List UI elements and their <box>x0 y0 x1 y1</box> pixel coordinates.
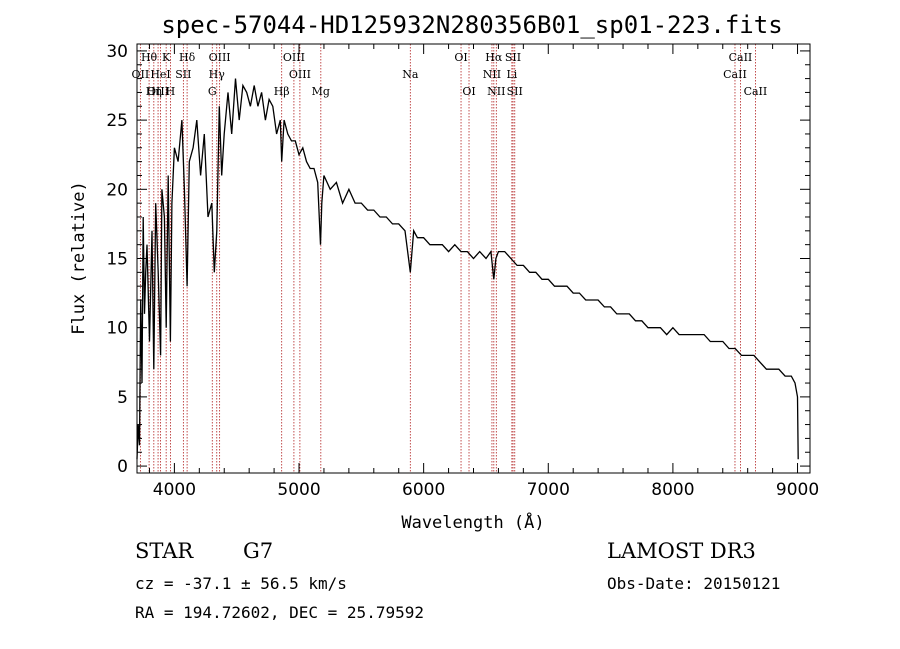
obs-date: Obs-Date: 20150121 <box>607 574 781 593</box>
x-tick-label: 4000 <box>153 480 196 500</box>
line-label: Na <box>402 68 419 81</box>
redshift-text: cz = -37.1 ± 56.5 km/s <box>135 574 347 593</box>
y-tick-label: 15 <box>106 250 128 270</box>
line-label: OIII <box>209 51 231 64</box>
line-label: CaII <box>729 51 753 64</box>
line-label: Mg <box>312 85 330 98</box>
y-tick-label: 30 <box>106 42 128 62</box>
x-axis-label: Wavelength (Å) <box>401 511 544 533</box>
y-tick-label: 5 <box>117 388 128 408</box>
line-label: K <box>162 51 171 64</box>
line-label: H <box>166 85 176 98</box>
object-class: STAR <box>135 539 194 563</box>
line-label: Li <box>506 68 517 81</box>
x-tick-label: 6000 <box>402 480 445 500</box>
line-label: SII <box>175 68 191 81</box>
coordinates: RA = 194.72602, DEC = 25.79592 <box>135 603 424 622</box>
y-tick-label: 10 <box>106 319 128 339</box>
object-subclass: G7 <box>243 539 274 563</box>
line-label: OIII <box>147 85 169 98</box>
x-tick-label: 5000 <box>277 480 320 500</box>
y-tick-label: 25 <box>106 111 128 131</box>
line-label: Hα <box>485 51 503 64</box>
line-label: NII <box>487 85 505 98</box>
line-label: SII <box>505 51 521 64</box>
line-markers <box>139 44 756 473</box>
line-label: CaII <box>744 85 768 98</box>
line-label: Hθ <box>141 51 158 64</box>
x-axis: 4000 5000 6000 7000 8000 9000 <box>148 44 819 500</box>
line-label: OIII <box>289 68 311 81</box>
line-label: G <box>208 85 217 98</box>
line-label: OI <box>454 51 467 64</box>
spectrum-chart: spec-57044-HD125932N280356B01_sp01-223.f… <box>69 11 819 533</box>
survey-name: LAMOST DR3 <box>607 539 756 563</box>
spectrum-line <box>136 78 799 460</box>
x-tick-label: 9000 <box>776 480 819 500</box>
line-label: OI <box>462 85 475 98</box>
line-label: Hη <box>146 85 162 98</box>
y-tick-label: 20 <box>106 180 128 200</box>
line-label: Hγ <box>209 68 226 81</box>
line-label: SII <box>507 85 523 98</box>
y-axis: 0 5 10 15 20 25 30 <box>106 42 810 477</box>
line-label: OIII <box>283 51 305 64</box>
y-axis-label: Flux (relative) <box>69 181 89 335</box>
chart-title: spec-57044-HD125932N280356B01_sp01-223.f… <box>161 11 782 39</box>
line-label: OII <box>132 68 150 81</box>
line-label: NII <box>483 68 501 81</box>
line-label: CaII <box>723 68 747 81</box>
line-label: Hβ <box>274 85 290 98</box>
y-tick-label: 0 <box>117 457 128 477</box>
x-tick-label: 8000 <box>651 480 694 500</box>
line-label: HeI <box>150 68 170 81</box>
x-tick-label: 7000 <box>527 480 570 500</box>
line-label: Hδ <box>179 51 196 64</box>
